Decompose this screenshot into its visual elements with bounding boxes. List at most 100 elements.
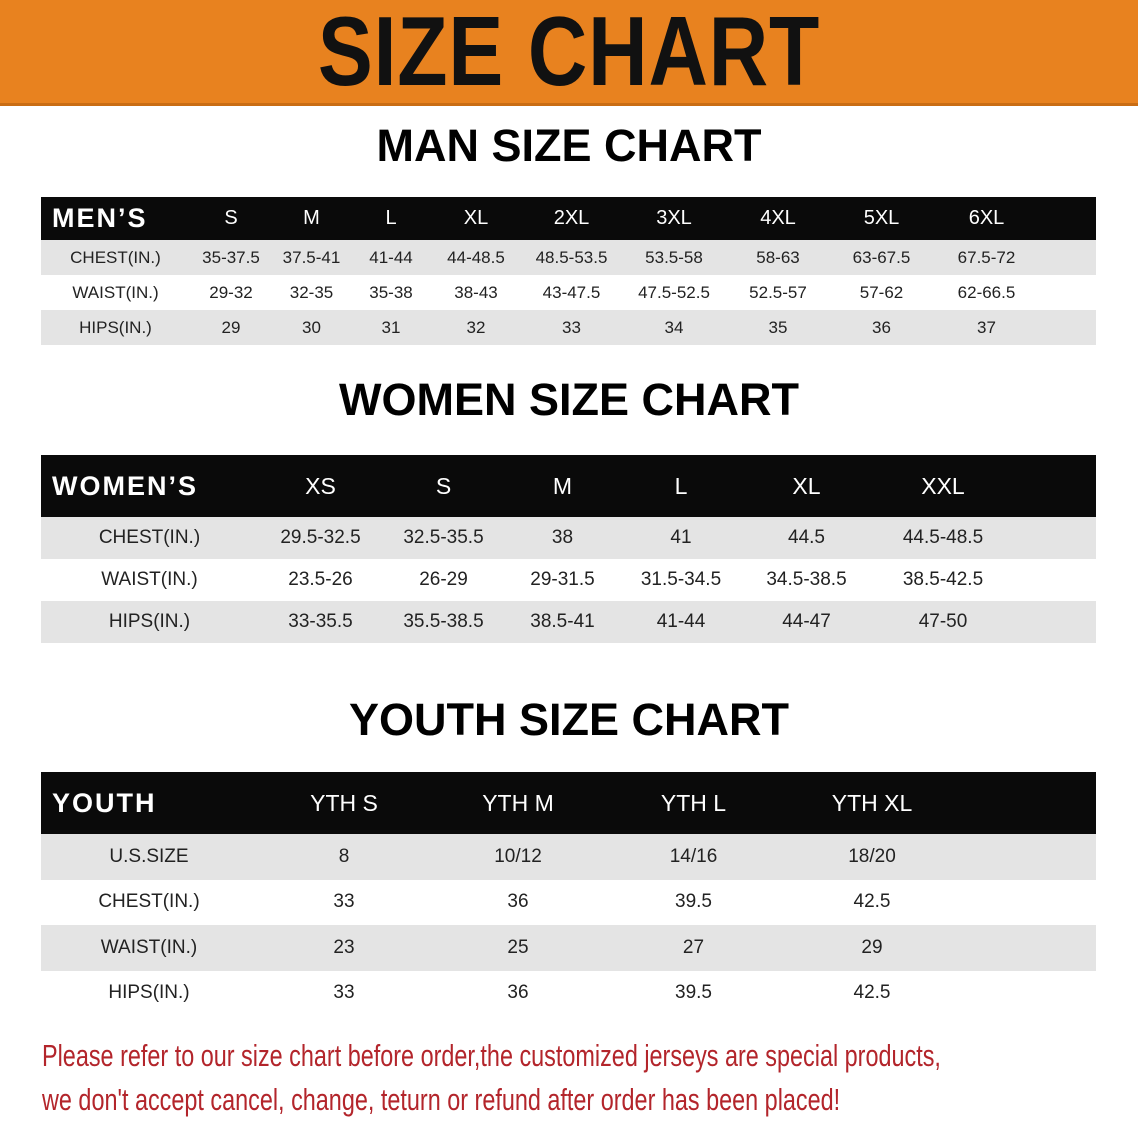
cell: 41 [670, 527, 692, 548]
cell: 62-66.5 [957, 282, 1016, 302]
cell: 35-37.5 [202, 247, 260, 267]
cell: 33-35.5 [288, 611, 353, 632]
cell: 34.5-38.5 [766, 569, 847, 590]
cell: XL [463, 207, 489, 229]
table-row: CHEST(IN.) 33 36 39.5 42.5 [41, 879, 1096, 925]
cell: 10/12 [494, 845, 542, 867]
youth-size-table: YOUTH YTH S YTH M YTH L YTH XL U.S.SIZE 8 10/12… [41, 772, 1096, 1016]
cell: 52.5-57 [749, 282, 807, 302]
cell: 35.5-38.5 [403, 611, 484, 632]
men-size-table: MEN’S S M L XL 2XL 3XL 4XL 5XL 6XL CHEST(IN.) 35-37… [41, 197, 1096, 345]
cell: L [385, 207, 397, 229]
cell: 36 [507, 891, 529, 913]
cell: 58-63 [756, 247, 800, 267]
women-section-title: WOMEN SIZE CHART [339, 374, 799, 425]
row-label: U.S.SIZE [109, 845, 189, 867]
cell: 35 [768, 317, 788, 337]
table-header-row: YOUTH YTH S YTH M YTH L YTH XL [41, 772, 1096, 834]
cell: 4XL [760, 207, 796, 229]
table-header-row: MEN’S S M L XL 2XL 3XL 4XL 5XL 6XL [41, 197, 1096, 240]
size-chart-banner: SIZE CHART [0, 0, 1138, 106]
cell: YTH L [660, 789, 727, 816]
cell: 35-38 [369, 282, 413, 302]
cell: 44.5-48.5 [902, 527, 984, 548]
cell: 2XL [553, 207, 590, 229]
table-row: WAIST(IN.) 23.5-26 26-29 29-31.5 31.5-34.5 34… [41, 559, 1096, 601]
cell: 23 [333, 936, 355, 958]
cell: 42.5 [853, 891, 891, 913]
cell: YTH S [310, 789, 378, 816]
row-label: CHEST(IN.) [98, 527, 201, 548]
table-row: CHEST(IN.) 35-37.5 37.5-41 41-44 44-48.5 48.5… [41, 240, 1096, 275]
cell: 29-31.5 [530, 569, 595, 590]
cell: 33 [333, 982, 355, 1004]
cell: 44-47 [782, 611, 831, 632]
cell: S [224, 207, 238, 229]
banner-title: SIZE CHART [317, 0, 821, 106]
table-row: WAIST(IN.) 23 25 27 29 [41, 925, 1096, 971]
row-label: CHEST(IN.) [98, 891, 200, 913]
table-row: HIPS(IN.) 29 30 31 32 33 34 35 36 37 [41, 310, 1096, 345]
cell: 33 [562, 317, 581, 337]
cell: 53.5-58 [645, 247, 703, 267]
cell: XXL [921, 472, 965, 499]
cell: 36 [507, 982, 529, 1004]
cell: L [674, 472, 688, 499]
cell: 67.5-72 [957, 247, 1016, 267]
cell: 41-44 [656, 611, 706, 632]
cell: 38 [551, 527, 574, 548]
cell: 26-29 [419, 569, 468, 590]
row-label: MEN’S [52, 203, 148, 233]
table-header-row: WOMEN’S XS S M L XL XXL [41, 455, 1096, 517]
cell: 37.5-41 [282, 247, 341, 267]
cell: M [552, 472, 573, 499]
cell: 47-50 [918, 611, 968, 632]
table-row: HIPS(IN.) 33-35.5 35.5-38.5 38.5-41 41-44 44-… [41, 601, 1096, 643]
row-label: HIPS(IN.) [79, 317, 152, 337]
cell: 23.5-26 [288, 569, 353, 590]
cell: 36 [872, 317, 891, 337]
cell: 44.5 [788, 527, 825, 548]
table-row: WAIST(IN.) 29-32 32-35 35-38 38-43 43-47.5 47.… [41, 275, 1096, 310]
cell: XL [792, 472, 821, 499]
cell: 32 [466, 317, 486, 337]
cell: 29 [221, 317, 241, 337]
cell: 48.5-53.5 [535, 247, 608, 267]
cell: 41-44 [369, 247, 413, 267]
row-label: YOUTH [52, 787, 157, 818]
cell: M [303, 207, 320, 229]
row-label: WAIST(IN.) [100, 936, 198, 958]
cell: 33 [333, 891, 355, 913]
cell: 38.5-41 [530, 611, 595, 632]
row-label: HIPS(IN.) [108, 982, 190, 1004]
cell: 43-47.5 [542, 282, 601, 302]
cell: 25 [507, 936, 529, 958]
cell: 3XL [656, 207, 692, 229]
row-label: WAIST(IN.) [101, 569, 198, 590]
cell: 57-62 [859, 282, 904, 302]
cell: 38-43 [454, 282, 498, 302]
cell: YTH XL [831, 789, 913, 816]
cell: 29.5-32.5 [280, 527, 361, 548]
cell: 32-35 [289, 282, 334, 302]
men-section-title: MAN SIZE CHART [376, 120, 762, 171]
cell: 8 [338, 845, 350, 867]
cell: 6XL [968, 207, 1005, 229]
cell: 39.5 [675, 982, 712, 1004]
cell: 63-67.5 [852, 247, 911, 267]
row-label: WAIST(IN.) [72, 282, 159, 302]
cell: 39.5 [675, 891, 712, 913]
order-note-line-1: Please refer to our size chart before or… [42, 1038, 941, 1073]
cell: 38.5-42.5 [902, 569, 984, 590]
cell: XS [305, 472, 336, 499]
cell: 34 [664, 317, 684, 337]
cell: 14/16 [669, 845, 718, 867]
row-label: CHEST(IN.) [70, 247, 161, 267]
women-size-table: WOMEN’S XS S M L XL XXL CHEST(IN.) 29.5-32.5 32.5… [41, 455, 1096, 643]
cell: 37 [977, 317, 996, 337]
order-note-line-2: we don't accept cancel, change, teturn o… [42, 1082, 841, 1117]
row-label: HIPS(IN.) [108, 611, 191, 632]
table-row: HIPS(IN.) 33 36 39.5 42.5 [41, 970, 1096, 1016]
cell: 31.5-34.5 [640, 569, 722, 590]
table-row: CHEST(IN.) 29.5-32.5 32.5-35.5 38 41 44.5 44.5… [41, 517, 1096, 559]
